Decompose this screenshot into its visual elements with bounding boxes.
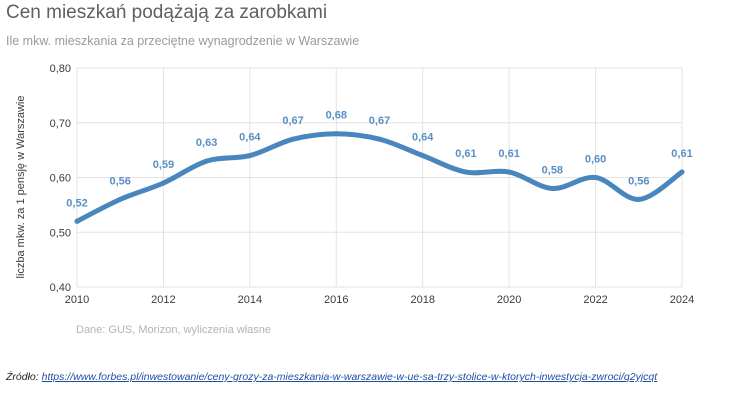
- data-point: [290, 136, 296, 142]
- data-label: 0,61: [671, 148, 692, 160]
- data-label: 0,64: [412, 132, 434, 144]
- series-line-layer: [74, 131, 685, 224]
- data-point: [74, 218, 80, 224]
- data-label: 0,56: [110, 175, 131, 187]
- x-tick-label: 2018: [410, 294, 434, 306]
- x-tick-label: 2012: [151, 294, 175, 306]
- data-point: [463, 169, 469, 175]
- data-point: [506, 169, 512, 175]
- data-label: 0,67: [282, 115, 303, 127]
- data-point: [160, 180, 166, 186]
- data-point: [636, 196, 642, 202]
- data-point: [204, 158, 210, 164]
- x-tick-label: 2022: [583, 294, 607, 306]
- data-point: [593, 175, 599, 180]
- y-axis-label: liczba mkw. za 1 pensję w Warszawie: [15, 96, 27, 279]
- data-point: [377, 136, 382, 142]
- x-tick-label: 2010: [65, 294, 89, 306]
- data-label: 0,61: [455, 148, 476, 160]
- data-source-note: Dane: GUS, Morizon, wyliczenia własne: [76, 324, 272, 336]
- data-label: 0,67: [369, 115, 390, 127]
- data-point: [117, 196, 123, 202]
- data-point: [333, 131, 339, 137]
- x-tick-label: 2016: [324, 294, 348, 306]
- data-point: [420, 153, 426, 159]
- data-label: 0,63: [196, 137, 217, 149]
- x-tick-label: 2024: [670, 294, 694, 306]
- source-link[interactable]: https://www.forbes.pl/inwestowanie/ceny-…: [41, 371, 658, 383]
- data-label: 0,64: [239, 132, 261, 144]
- data-label: 0,58: [542, 164, 563, 176]
- y-tick-label: 0,60: [50, 173, 71, 185]
- data-point: [549, 185, 555, 191]
- y-tick-label: 0,40: [50, 282, 71, 294]
- y-tick-label: 0,80: [50, 63, 71, 75]
- chart-subtitle: Ile mkw. mieszkania za przeciętne wynagr…: [6, 34, 360, 48]
- data-label: 0,52: [66, 197, 87, 209]
- x-tick-label: 2014: [238, 294, 262, 306]
- axis-ticks: 0,40 0,50 0,60 0,70 0,80 2010 2012 2014 2016 2018…: [50, 63, 695, 306]
- line-chart: 0,40 0,50 0,60 0,70 0,80 2010 2012 2014 2016 2018…: [15, 63, 695, 306]
- data-label: 0,60: [585, 154, 606, 166]
- source-prefix: Źródło:: [6, 371, 39, 383]
- data-point: [247, 153, 253, 159]
- y-tick-label: 0,50: [50, 227, 71, 239]
- source-citation: Źródło: https://www.forbes.pl/inwestowan…: [6, 369, 741, 386]
- data-point: [679, 169, 685, 175]
- chart-title: Cen mieszkań podążają za zarobkami: [6, 2, 328, 23]
- data-label: 0,68: [326, 110, 347, 122]
- data-label: 0,61: [498, 148, 519, 160]
- data-label: 0,56: [628, 175, 649, 187]
- x-tick-label: 2020: [497, 294, 521, 306]
- data-labels: 0,52 0,56 0,59 0,63 0,64 0,67 0,68 0,67 0,64 0,61…: [66, 110, 692, 210]
- y-tick-label: 0,70: [50, 118, 71, 130]
- data-label: 0,59: [153, 159, 174, 171]
